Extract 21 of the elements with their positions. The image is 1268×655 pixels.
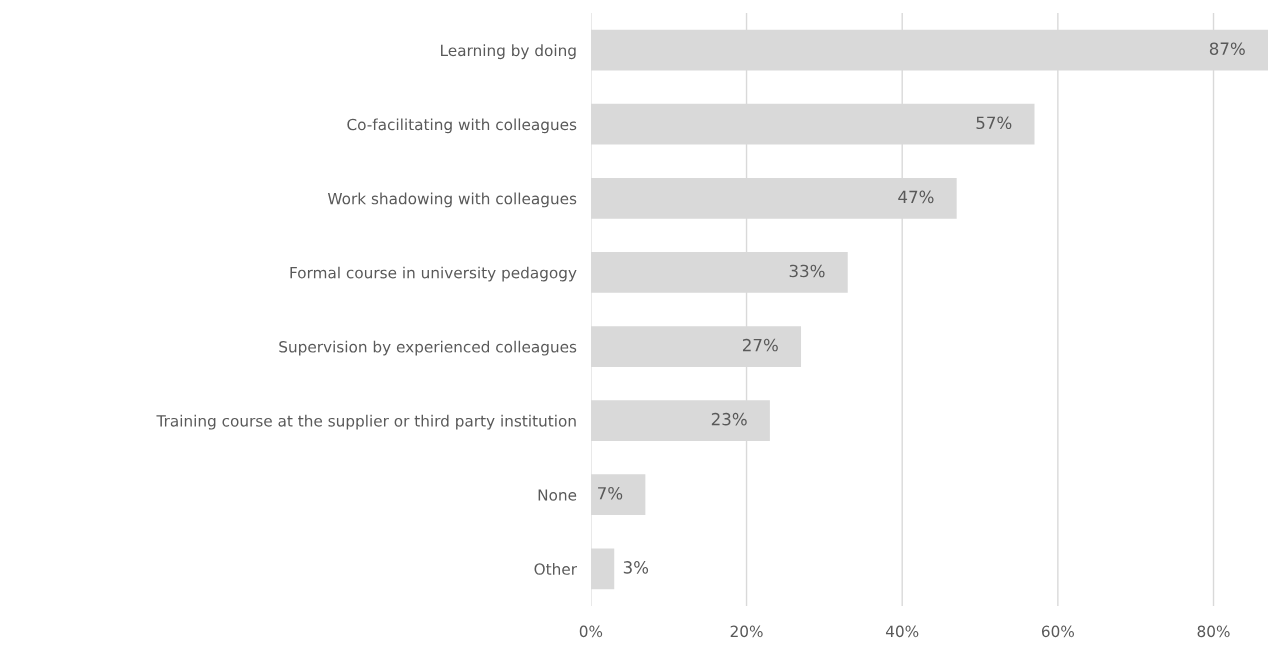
data-label: 23% [711,412,747,426]
x-tick-label: 40% [885,625,919,638]
y-tick-label: None [538,489,577,501]
x-tick-label: 20% [730,625,763,638]
data-label: 27% [742,338,778,352]
y-tick-label: Other [534,563,577,575]
data-label: 33% [789,264,825,278]
y-tick-label: Training course at the supplier or third party institution [156,414,576,430]
y-tick-label: Formal course in university pedagogy [290,266,577,282]
x-tick-label: 60% [1041,625,1074,638]
data-label: 47% [898,190,934,204]
y-tick-label: Co-facilitating with colleagues [347,118,577,134]
y-tick-label: Supervision by experienced colleagues [279,340,577,356]
data-label: 87% [1209,42,1245,55]
y-tick-label: Learning by doing [441,44,576,60]
y-tick-label: Work shadowing with colleagues [327,192,577,208]
x-tick-label: 80% [1197,625,1230,638]
data-label: 57% [976,116,1012,130]
x-tick-label: 0% [579,625,603,638]
data-label: 3% [623,561,649,574]
data-label: 7% [598,486,623,500]
